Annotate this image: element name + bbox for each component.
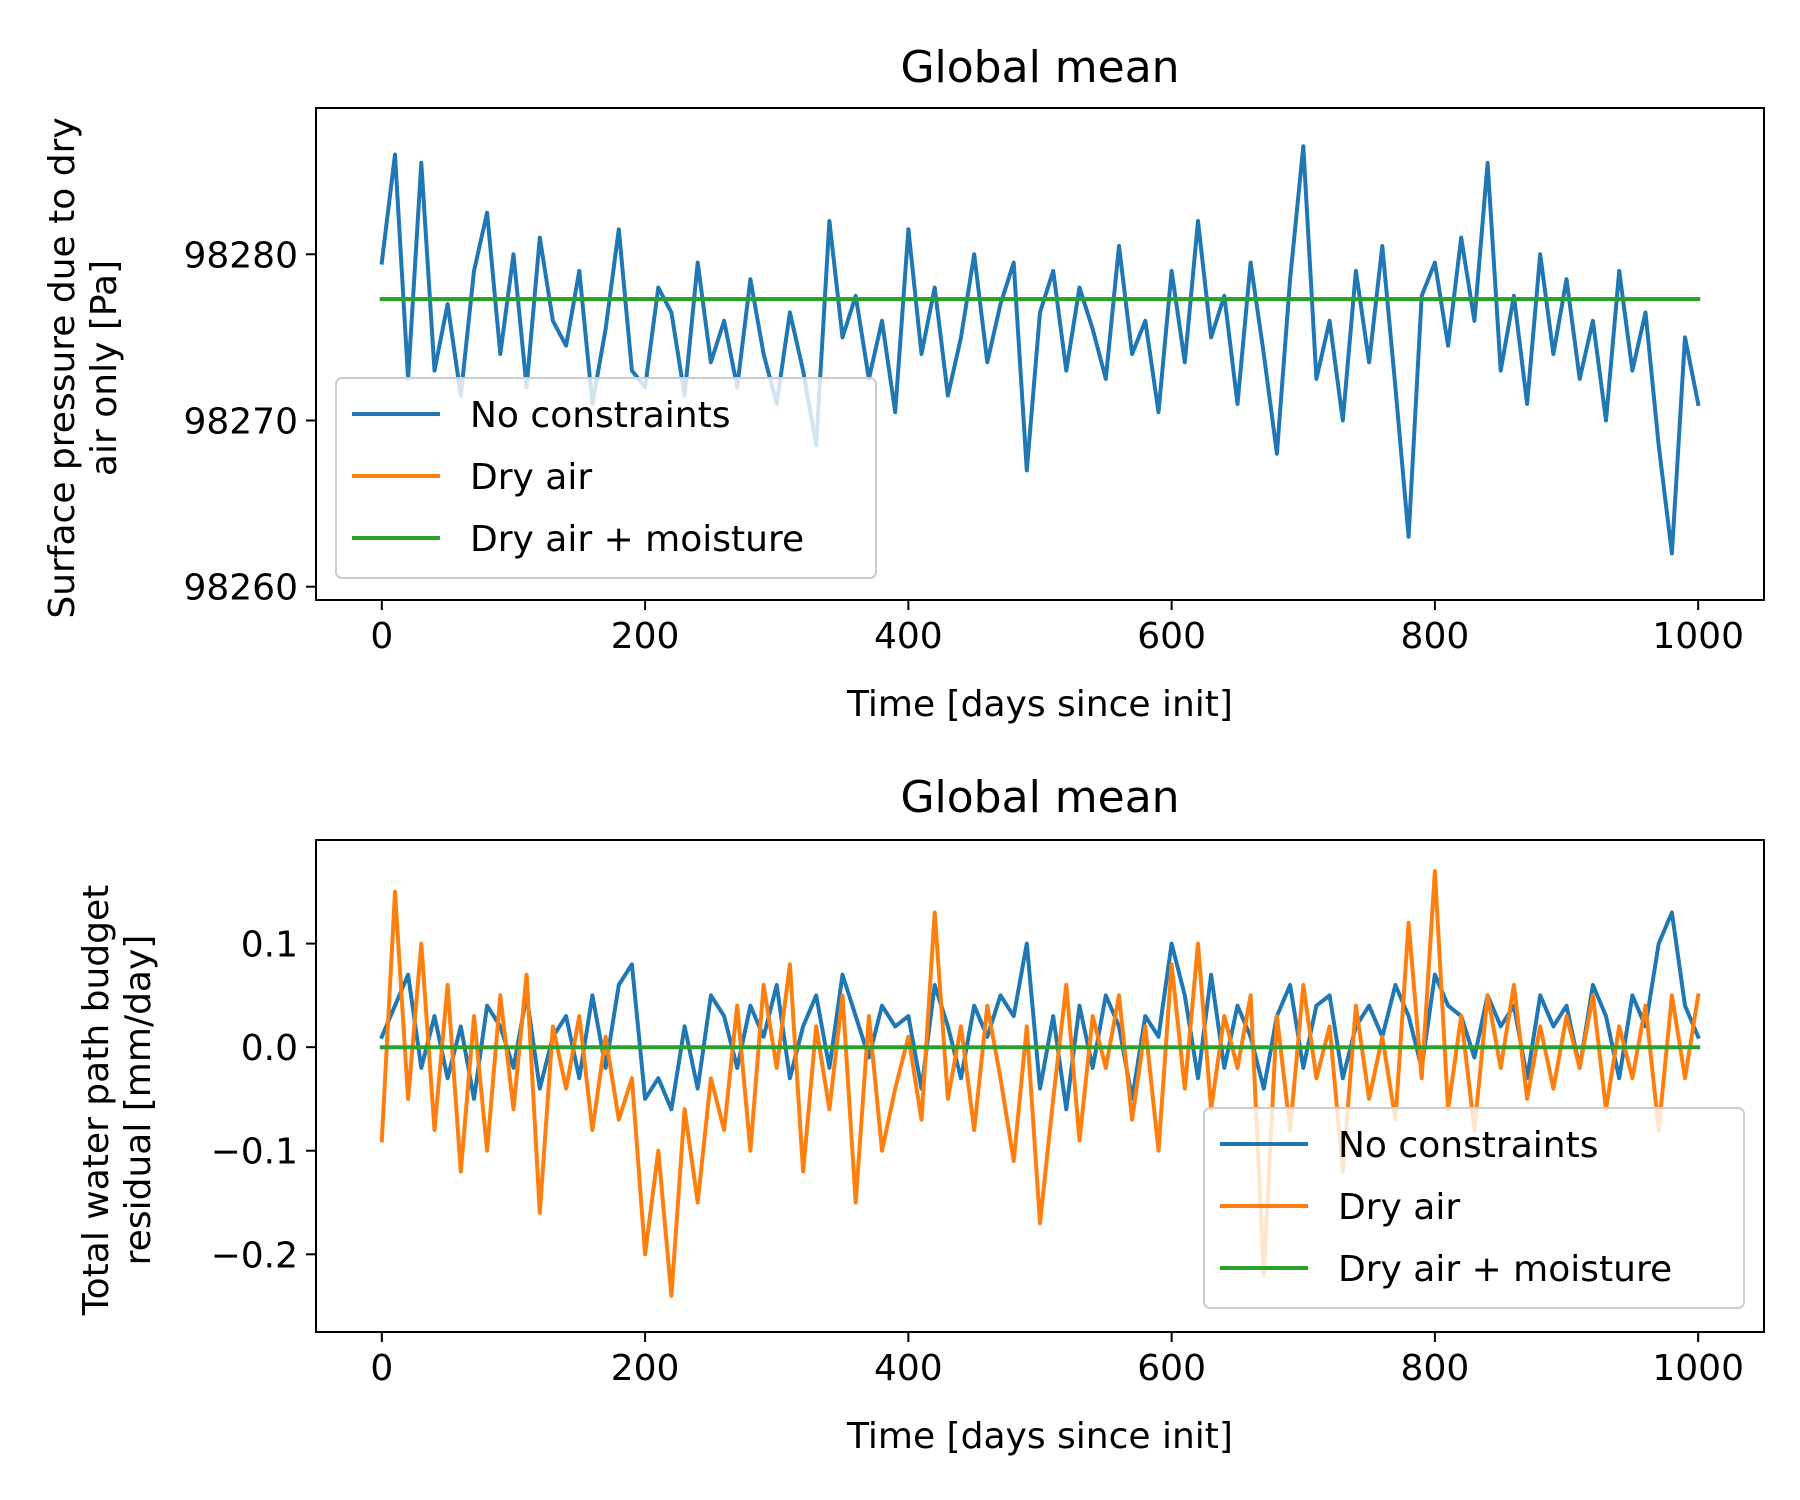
panel-bottom-xlabel: Time [days since init] <box>846 1416 1233 1457</box>
panel-bottom-x-tick-label: 1000 <box>1652 1348 1744 1389</box>
panel-top-xlabel: Time [days since init] <box>846 684 1233 725</box>
panel-bottom-legend-label-3: Dry air + moisture <box>1338 1249 1672 1290</box>
panel-bottom-y-tick-label: 0.0 <box>241 1028 298 1069</box>
panel-top-ylabel-line2: air only [Pa] <box>84 260 125 476</box>
panel-bottom-x-tick-label: 200 <box>611 1348 680 1389</box>
panel-bottom-legend-box <box>1203 1107 1745 1309</box>
panel-top-legend-label-3: Dry air + moisture <box>470 519 804 560</box>
panel-bottom-legend: No constraints Dry air Dry air + moisture <box>1203 1107 1745 1309</box>
panel-bottom-legend-label-2: Dry air <box>1338 1187 1460 1228</box>
panel-top: Global mean Surface pressure due to dry … <box>42 42 1765 725</box>
panel-bottom-ylabel-line2: residual [mm/day] <box>118 935 159 1266</box>
panel-bottom-plot-area: 0 200 400 600 800 1000 −0.2 −0.1 0.0 0.1 <box>211 839 1765 1389</box>
panel-bottom-x-tick-label: 0 <box>370 1348 393 1389</box>
panel-bottom-y-tick-label: −0.2 <box>211 1235 298 1276</box>
panel-top-x-tick-label: 0 <box>370 616 393 657</box>
panel-bottom-series-line-2 <box>379 869 1701 1298</box>
panel-top-y-tick-label: 98260 <box>183 568 298 609</box>
panel-top-x-tick-label: 800 <box>1401 616 1470 657</box>
panel-bottom: Global mean Total water path budget resi… <box>76 772 1765 1457</box>
panel-bottom-y-tick-label: −0.1 <box>211 1132 298 1173</box>
panel-top-axes-frame <box>315 107 1765 601</box>
panel-top-title: Global mean <box>900 42 1179 93</box>
panel-bottom-x-tick-label: 800 <box>1401 1348 1470 1389</box>
panel-bottom-ylabel-line1: Total water path budget <box>76 885 117 1316</box>
panel-top-x-tick-label: 1000 <box>1652 616 1744 657</box>
panel-bottom-legend-label-1: No constraints <box>1338 1125 1598 1166</box>
panel-bottom-title: Global mean <box>900 772 1179 823</box>
panel-top-x-tick-label: 600 <box>1137 616 1206 657</box>
panel-top-plot-area: 0 200 400 600 800 1000 98260 98270 98280 <box>183 107 1765 657</box>
panel-bottom-x-tick-label: 600 <box>1137 1348 1206 1389</box>
panel-top-series-line-1 <box>379 144 1701 556</box>
panel-bottom-x-tick-label: 400 <box>874 1348 943 1389</box>
panel-top-legend-box <box>335 377 877 579</box>
panel-top-legend: No constraints Dry air Dry air + moisture <box>335 377 877 579</box>
panel-bottom-series-line-1 <box>379 910 1701 1112</box>
panel-top-ylabel-line1: Surface pressure due to dry <box>42 117 83 618</box>
panel-top-legend-label-2: Dry air <box>470 457 592 498</box>
panel-top-y-tick-label: 98270 <box>183 401 298 442</box>
panel-top-x-tick-label: 200 <box>611 616 680 657</box>
panel-bottom-axes-frame <box>315 839 1765 1333</box>
panel-bottom-y-tick-label: 0.1 <box>241 925 298 966</box>
panel-top-y-tick-label: 98280 <box>183 235 298 276</box>
panel-top-legend-label-1: No constraints <box>470 395 730 436</box>
panel-top-x-tick-label: 400 <box>874 616 943 657</box>
